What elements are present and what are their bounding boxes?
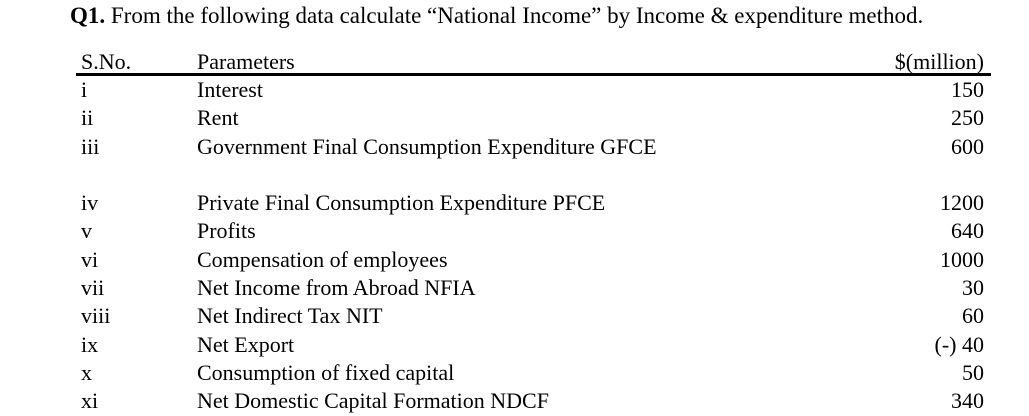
row-sno: iv	[81, 190, 99, 216]
row-sno: v	[81, 218, 92, 244]
table-row: v Profits 640	[76, 217, 991, 245]
row-value: 30	[962, 275, 984, 301]
row-parameter: Rent	[197, 105, 239, 131]
table-row: i Interest 150	[76, 76, 991, 104]
row-parameter: Net Domestic Capital Formation NDCF	[197, 388, 549, 414]
table-row: ix Net Export (-) 40	[76, 331, 991, 359]
data-table: S.No. Parameters $(million) i Interest 1…	[76, 48, 991, 416]
header-sno: S.No.	[81, 49, 132, 74]
row-parameter: Government Final Consumption Expenditure…	[197, 133, 657, 159]
row-value: 600	[951, 133, 984, 159]
row-parameter: Private Final Consumption Expenditure PF…	[197, 190, 606, 216]
row-parameter: Consumption of fixed capital	[197, 359, 455, 385]
table-row: viii Net Indirect Tax NIT 60	[76, 302, 991, 330]
row-sno: iii	[81, 133, 100, 159]
row-parameter: Profits	[197, 218, 256, 244]
row-value: 1000	[940, 246, 984, 272]
row-parameter: Net Income from Abroad NFIA	[197, 275, 476, 301]
header-value: $(million)	[894, 49, 984, 74]
row-parameter: Compensation of employees	[197, 246, 448, 272]
header-parameters: Parameters	[197, 49, 295, 74]
row-value: 250	[951, 105, 984, 131]
row-sno: viii	[81, 303, 111, 329]
row-sno: ii	[81, 105, 94, 131]
table-row: ii Rent 250	[76, 104, 991, 132]
row-value: 150	[951, 77, 984, 102]
row-sno: vii	[81, 275, 105, 301]
question-body: From the following data calculate “Natio…	[105, 3, 924, 28]
row-parameter: Interest	[197, 77, 263, 102]
table-row: x Consumption of fixed capital 50	[76, 359, 991, 387]
question-number: Q1.	[70, 3, 106, 28]
row-value: (-) 40	[934, 331, 984, 357]
row-sno: ix	[81, 331, 99, 357]
row-sno: i	[81, 77, 88, 102]
table-row: iv Private Final Consumption Expenditure…	[76, 189, 991, 217]
row-parameter: Net Indirect Tax NIT	[197, 303, 383, 329]
row-value: 640	[951, 218, 984, 244]
table-row: vii Net Income from Abroad NFIA 30	[76, 274, 991, 302]
table-row: iii Government Final Consumption Expendi…	[76, 133, 991, 190]
row-value: 60	[962, 303, 984, 329]
question-text: Q1. From the following data calculate “N…	[70, 2, 923, 30]
header-rule	[76, 73, 991, 76]
table-row: vi Compensation of employees 1000	[76, 246, 991, 274]
row-value: 340	[951, 388, 984, 414]
row-parameter: Net Export	[197, 331, 295, 357]
row-value: 50	[962, 359, 984, 385]
table-header: S.No. Parameters $(million)	[76, 48, 991, 76]
row-sno: xi	[81, 388, 99, 414]
row-value: 1200	[940, 190, 984, 216]
row-sno: x	[81, 359, 92, 385]
row-sno: vi	[81, 246, 99, 272]
table-row: xi Net Domestic Capital Formation NDCF 3…	[76, 387, 991, 415]
